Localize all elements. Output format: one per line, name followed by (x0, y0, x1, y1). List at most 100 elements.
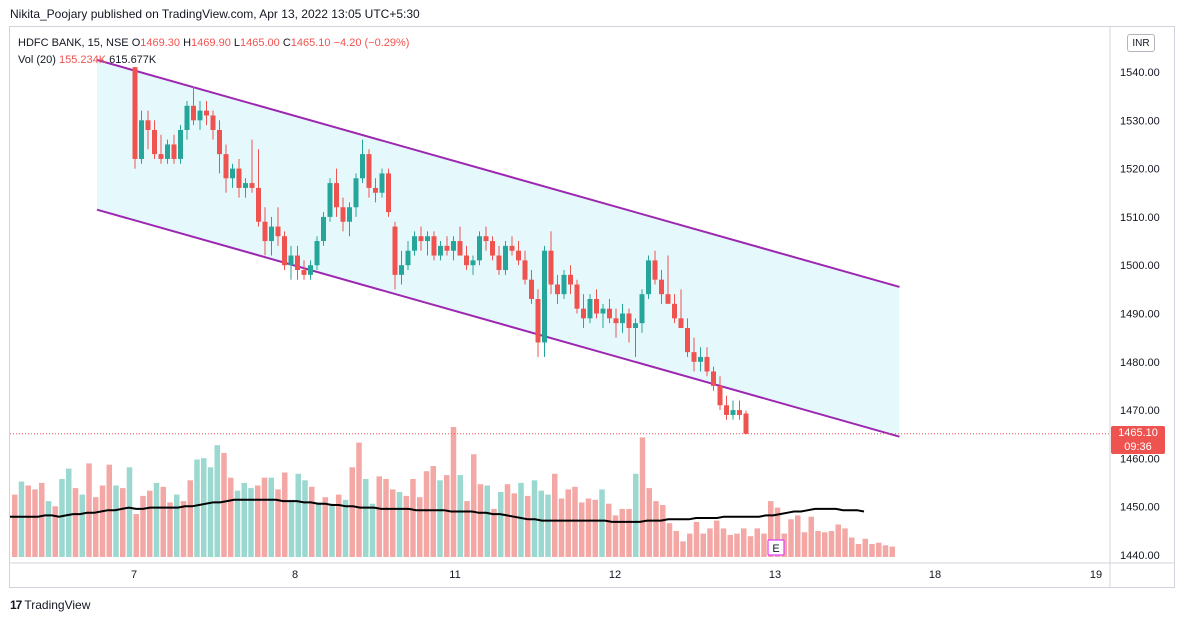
volume-bar (329, 503, 335, 557)
price-tick-label: 1450.00 (1120, 502, 1160, 514)
volume-bar (228, 477, 234, 557)
volume-bar (241, 482, 247, 557)
volume-bar (525, 495, 531, 557)
candle-body (451, 241, 456, 251)
candle (717, 376, 723, 411)
candle-body (587, 299, 593, 319)
volume-bar (349, 467, 355, 557)
volume-value: 615.677K (109, 54, 157, 66)
volume-bar (849, 537, 855, 557)
volume-bar (322, 497, 328, 557)
publisher-info: Nikita_Poojary published on TradingView.… (10, 7, 420, 21)
candle (282, 231, 287, 271)
candle-body (730, 410, 736, 415)
volume-bar (430, 466, 436, 557)
candle-body (626, 313, 632, 328)
volume-bar (201, 458, 207, 557)
volume-bar (261, 477, 268, 557)
candle (522, 250, 528, 285)
candle (503, 241, 508, 275)
volume-bar (160, 486, 166, 557)
candle-body (685, 327, 690, 353)
candle-body (340, 207, 346, 222)
earnings-marker-box (767, 539, 785, 556)
volume-bar (450, 427, 457, 557)
volume-bar (302, 480, 308, 557)
candle (210, 110, 216, 140)
candle-body (230, 168, 235, 179)
channel-lower-line (96, 208, 900, 438)
volume-bar (86, 463, 92, 557)
volume-bar (12, 494, 18, 557)
volume-bar (889, 546, 895, 557)
candle (529, 270, 534, 304)
candle-body (132, 67, 138, 159)
candle (496, 245, 502, 275)
volume-bar (390, 489, 396, 557)
price-tick-label: 1480.00 (1120, 357, 1160, 369)
candle (470, 255, 476, 275)
candle (555, 274, 560, 304)
tradingview-logo-icon[interactable]: 17 (10, 598, 22, 612)
candle (178, 125, 183, 164)
candle (574, 279, 580, 314)
volume-bar (59, 479, 65, 557)
volume-bar (342, 499, 349, 557)
candle-body (425, 236, 430, 242)
candle (743, 410, 749, 435)
volume-bar (93, 497, 99, 557)
candle (431, 231, 437, 261)
candle (295, 245, 300, 280)
volume-bar (579, 502, 585, 557)
candle-body (568, 274, 573, 285)
volume-bar (396, 492, 403, 557)
earnings-marker-label: E (772, 543, 779, 555)
symbol-label[interactable]: HDFC BANK, 15, NSE (18, 37, 129, 49)
volume-bar (545, 494, 551, 557)
candle-body (711, 371, 716, 386)
channel-upper-line (96, 58, 900, 288)
volume-bar (828, 531, 835, 557)
candle (223, 144, 229, 193)
candle (607, 299, 612, 324)
volume-bar (167, 502, 173, 557)
brand-name[interactable]: TradingView (24, 598, 91, 612)
candle-body (236, 168, 242, 188)
volume-bar (815, 531, 821, 557)
candle-body (282, 236, 287, 266)
candle (347, 202, 352, 237)
volume-bar (734, 533, 740, 557)
candle-body (314, 241, 320, 266)
candle-body (470, 260, 476, 266)
candle-body (412, 236, 417, 251)
candle (444, 236, 450, 256)
candle (269, 216, 274, 256)
candle (412, 231, 417, 256)
volume-bar (491, 508, 497, 557)
volume-bar (147, 490, 153, 557)
volume-bar (707, 528, 713, 557)
volume-bar (552, 473, 558, 557)
low-value: 1465.00 (240, 37, 280, 49)
currency-button[interactable]: INR (1127, 34, 1155, 52)
candle-body (594, 299, 599, 314)
chart-frame[interactable] (9, 26, 1175, 588)
price-tick-label: 1520.00 (1120, 164, 1160, 176)
volume-bar (747, 536, 754, 557)
volume-label[interactable]: Vol (20) (18, 54, 56, 66)
candle (340, 197, 346, 232)
volume-bar (720, 528, 727, 557)
volume-bar (700, 533, 706, 557)
candle-body (288, 255, 294, 266)
volume-bar (99, 485, 106, 557)
parallel-channel[interactable] (96, 58, 900, 438)
candle-body (256, 187, 261, 222)
candle-body (191, 105, 196, 121)
candle-body (347, 207, 352, 222)
candle-body (301, 270, 307, 275)
volume-bar (444, 475, 450, 557)
candle-body (490, 241, 495, 256)
candle (587, 294, 593, 324)
volume-bar (666, 523, 673, 557)
